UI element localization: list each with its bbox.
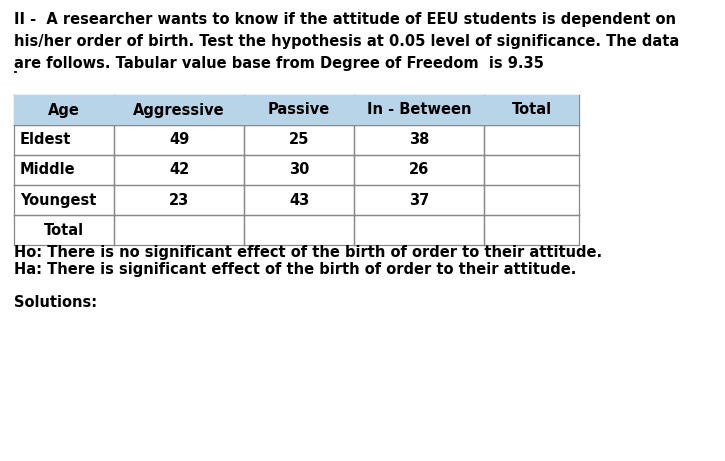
Text: Middle: Middle: [20, 162, 75, 177]
Text: are follows. Tabular value base from Degree of Freedom  is 9.35: are follows. Tabular value base from Deg…: [14, 56, 544, 71]
Text: his/her order of birth. Test the hypothesis at 0.05 level of significance. The d: his/her order of birth. Test the hypothe…: [14, 34, 679, 49]
Text: 38: 38: [409, 132, 429, 148]
Text: Youngest: Youngest: [20, 193, 96, 207]
Text: II -  A researcher wants to know if the attitude of EEU students is dependent on: II - A researcher wants to know if the a…: [14, 12, 676, 27]
Text: Total: Total: [511, 102, 552, 118]
Text: 25: 25: [289, 132, 309, 148]
Text: Total: Total: [44, 223, 84, 237]
Text: 30: 30: [289, 162, 309, 177]
Text: 37: 37: [409, 193, 429, 207]
Text: Age: Age: [48, 102, 80, 118]
Text: Ha: There is significant effect of the birth of order to their attitude.: Ha: There is significant effect of the b…: [14, 262, 576, 277]
Text: 42: 42: [169, 162, 189, 177]
Text: 23: 23: [169, 193, 189, 207]
Text: Eldest: Eldest: [20, 132, 71, 148]
Text: 26: 26: [409, 162, 429, 177]
Text: Aggressive: Aggressive: [133, 102, 225, 118]
Text: Solutions:: Solutions:: [14, 295, 97, 310]
Text: Ho: There is no significant effect of the birth of order to their attitude.: Ho: There is no significant effect of th…: [14, 245, 602, 260]
Text: Passive: Passive: [268, 102, 330, 118]
Text: 49: 49: [169, 132, 189, 148]
Text: 43: 43: [289, 193, 309, 207]
Text: In - Between: In - Between: [367, 102, 471, 118]
